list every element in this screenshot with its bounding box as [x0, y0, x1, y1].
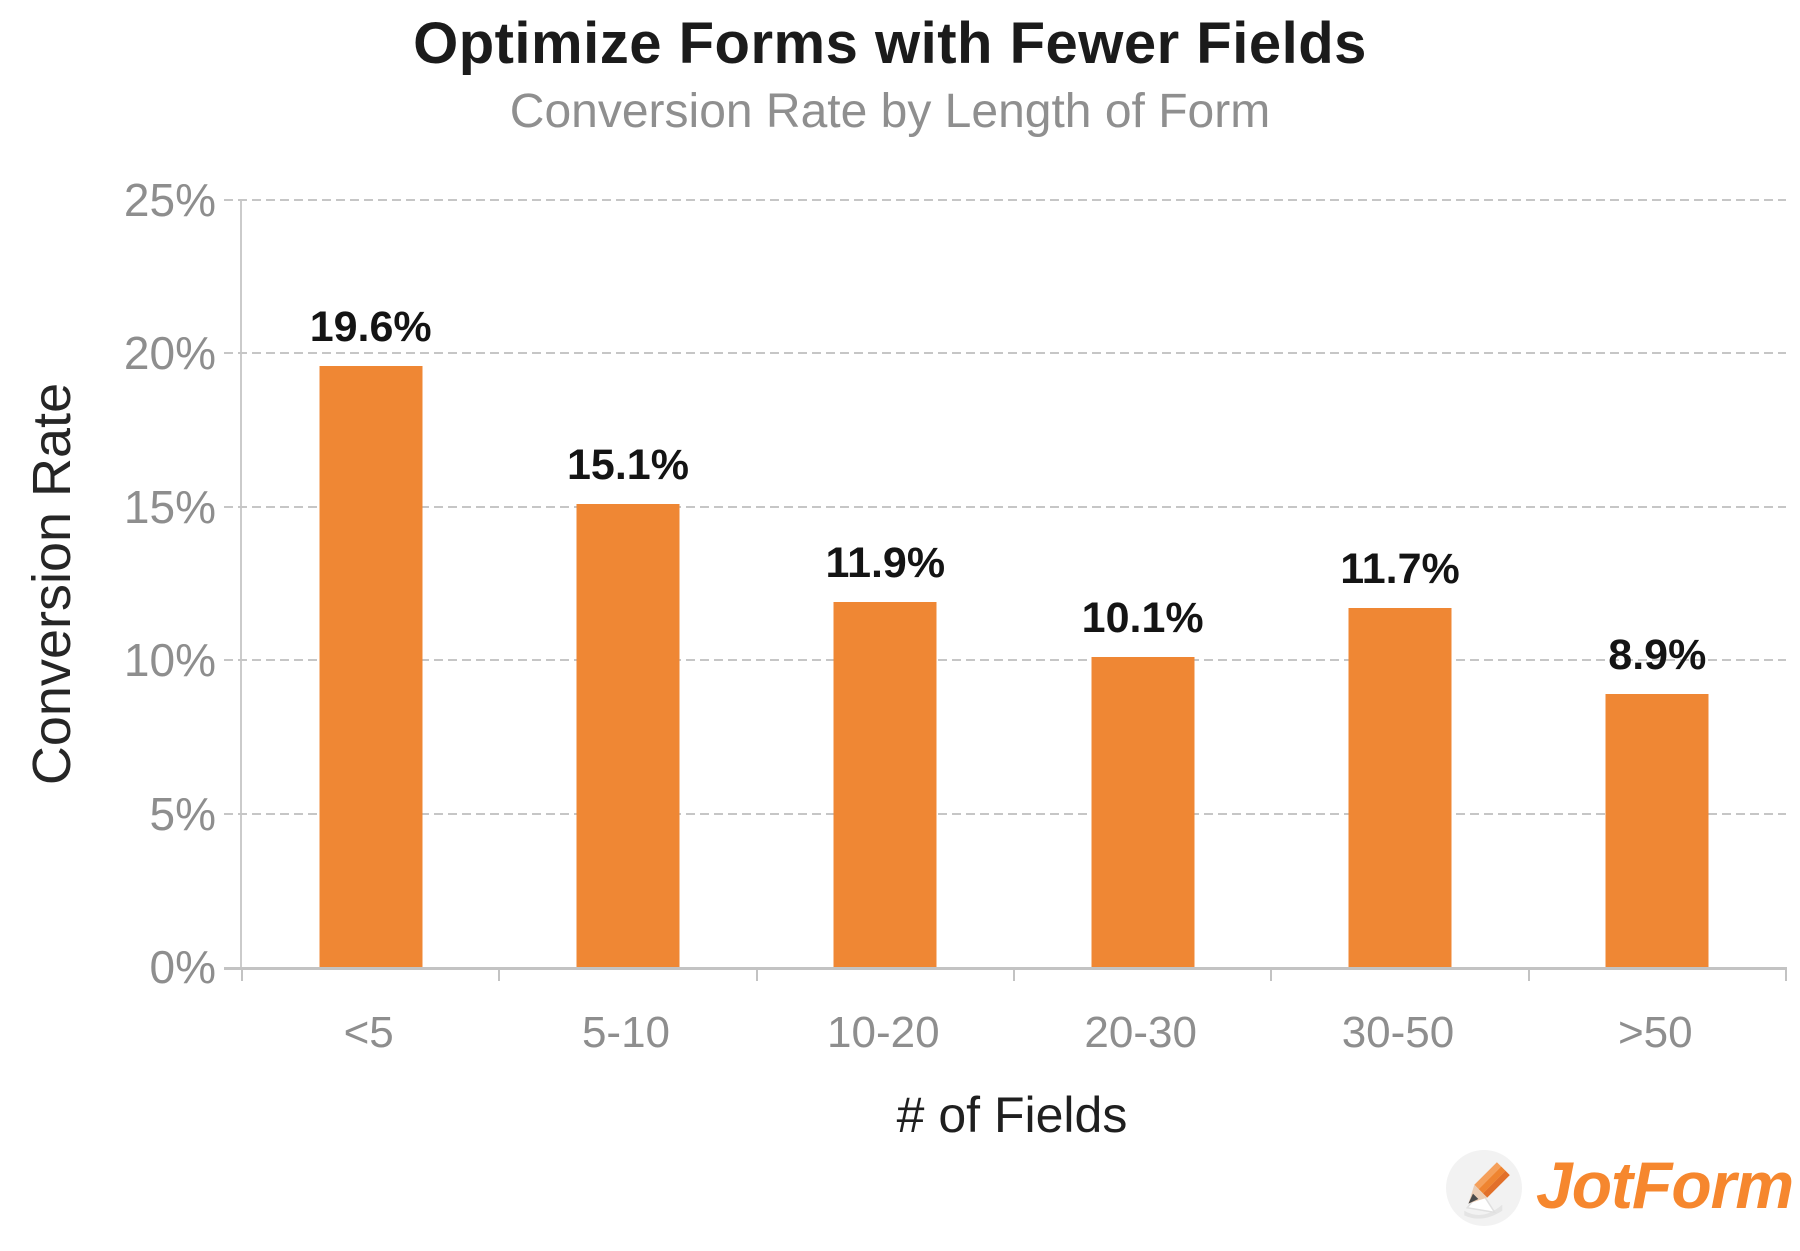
category-label-5-10: 5-10 [581, 1008, 671, 1057]
bar-value-label: 8.9% [1608, 630, 1707, 679]
y-tick-label: 15% [123, 480, 216, 533]
x-axis-tick [1527, 967, 1530, 981]
x-axis-tick [1013, 967, 1015, 981]
bar-value-label: 19.6% [309, 302, 432, 351]
y-axis-base-tick [224, 967, 242, 970]
y-tick-label: 0% [149, 941, 216, 993]
gridline-25% [224, 199, 1786, 201]
gridline-5% [224, 812, 1786, 815]
y-tick-label: 20% [123, 327, 216, 380]
y-tick-label: 5% [149, 787, 216, 840]
category-label->50: >50 [1617, 1008, 1693, 1057]
gridline-10% [224, 659, 1786, 662]
logo-text: JotForm [1536, 1148, 1794, 1222]
x-axis-category-labels: <5 5-10 10-20 20-30 30-50 >50 [240, 1008, 1784, 1058]
bar-value-label: 10.1% [1081, 594, 1204, 643]
bar-slot: 11.9% [757, 200, 1014, 967]
x-axis-title: # of Fields [896, 1087, 1128, 1143]
category-label-30-50: 30-50 [1341, 1008, 1455, 1057]
bar-20-30 [1091, 657, 1195, 967]
category-label-<5: <5 [343, 1008, 394, 1057]
x-axis-tick [498, 967, 501, 981]
bars-container: 19.6% 15.1% 11.9% 10.1% 11.7% 8.9% [242, 200, 1786, 967]
category-label-10-20: 10-20 [827, 1008, 940, 1057]
bar-slot: 11.7% [1271, 200, 1528, 967]
bar-value-label: 11.7% [1340, 545, 1460, 594]
bar-slot: 19.6% [242, 200, 499, 967]
bar-slot: 10.1% [1014, 200, 1271, 967]
x-axis-tick [755, 967, 758, 981]
bar->50 [1605, 693, 1709, 967]
bar-value-label: 11.9% [825, 538, 946, 587]
x-axis-tick [1270, 967, 1273, 981]
y-tick-label: 25% [123, 174, 216, 226]
bar-10-20 [833, 601, 937, 967]
bar-value-label: 15.1% [567, 440, 689, 489]
jotform-logo: JotForm [1446, 1148, 1794, 1226]
gridline-20% [224, 352, 1786, 355]
chart-title: Optimize Forms with Fewer Fields [413, 11, 1367, 76]
x-axis-tick [241, 967, 243, 981]
bar-slot: 8.9% [1529, 200, 1786, 967]
bar-5-10 [576, 503, 680, 967]
category-label-20-30: 20-30 [1084, 1008, 1197, 1057]
bar-<5 [319, 365, 423, 967]
y-tick-label: 10% [123, 634, 216, 687]
plot-area: 0% 5% 10% 15% 20% 25% 19.6% 15.1% 11.9% 10.1% 11.7… [124, 174, 1787, 993]
bar-30-50 [1348, 608, 1452, 967]
x-axis-tick [1785, 967, 1787, 981]
gridline-15% [224, 505, 1786, 508]
y-axis-title: Conversion Rate [22, 382, 82, 786]
bar-slot: 15.1% [499, 200, 756, 967]
pencil-icon [1446, 1150, 1522, 1226]
chart-subtitle: Conversion Rate by Length of Form [509, 85, 1271, 138]
